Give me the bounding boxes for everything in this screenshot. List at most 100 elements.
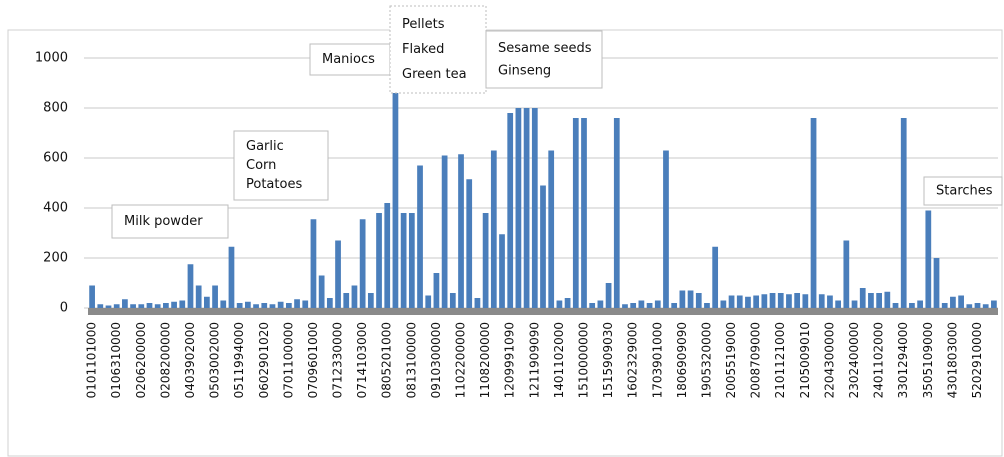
bar [326, 298, 333, 308]
bar [335, 240, 341, 308]
bar [950, 296, 956, 308]
annotation-box [389, 5, 487, 94]
bar [884, 291, 891, 308]
x-tick-label: 0701100000 [281, 322, 295, 398]
bar [310, 219, 317, 308]
bar [171, 301, 177, 308]
annotation-box [923, 176, 1003, 206]
bar [556, 300, 563, 308]
bar [958, 295, 964, 308]
bar [187, 264, 194, 308]
x-tick-label: 5202910000 [970, 322, 984, 398]
bar [966, 304, 973, 308]
annotation-text: Sesame seeds [498, 41, 592, 56]
bar [138, 304, 145, 308]
bar [777, 293, 784, 308]
annotation: Starches [923, 176, 1003, 206]
bar [540, 185, 546, 308]
bar [154, 304, 161, 308]
annotation-box [485, 30, 603, 89]
annotation: Sesame seeds Ginseng [485, 30, 603, 89]
bar [892, 303, 899, 308]
bar [433, 273, 440, 308]
bar [294, 299, 300, 308]
bar [982, 304, 989, 308]
bar [343, 293, 350, 308]
annotation-box [309, 43, 391, 76]
annotation: Maniocs [309, 43, 391, 76]
x-tick-label: 4301803000 [945, 322, 959, 398]
bar [482, 213, 489, 308]
bar [818, 294, 825, 308]
bar [679, 290, 686, 308]
bar [605, 283, 612, 308]
bar [318, 275, 325, 308]
x-tick-label: 1703901000 [650, 322, 664, 398]
y-tick-label: 0 [60, 301, 68, 316]
annotation-text: Potatoes [246, 177, 302, 192]
bar [736, 295, 743, 308]
bar [425, 295, 432, 308]
bar [441, 155, 448, 308]
x-tick-label: 1102200000 [454, 322, 468, 398]
x-tick-label: 3505109000 [921, 322, 935, 398]
bar [654, 300, 661, 308]
bar [253, 304, 259, 308]
bar [843, 240, 850, 308]
x-tick-label: 1806909090 [675, 322, 689, 398]
bar [859, 288, 866, 308]
annotation-text: Pellets [402, 17, 445, 32]
bar [466, 179, 473, 308]
chart-border [7, 29, 1003, 457]
bar [146, 303, 153, 308]
x-tick-label: 1401102000 [552, 322, 566, 398]
bar [876, 293, 882, 308]
x-tick-label: 2204300000 [822, 322, 836, 398]
x-tick-label: 1211909090 [527, 322, 541, 398]
bar [564, 298, 571, 308]
x-tick-label: 0709601000 [306, 322, 320, 398]
bar [991, 300, 997, 308]
y-tick-label: 200 [43, 251, 68, 266]
bar [531, 108, 538, 308]
annotation: Garlic Corn Potatoes [233, 130, 329, 201]
bar [523, 108, 530, 308]
x-tick-label: 2005519000 [724, 322, 738, 398]
x-tick-label: 1515909030 [601, 322, 615, 398]
bar [761, 294, 768, 308]
bar [933, 258, 940, 308]
bar [572, 118, 579, 308]
bar [244, 301, 251, 308]
bar [195, 285, 202, 308]
bar [753, 295, 760, 308]
bar [105, 305, 112, 308]
bar [384, 203, 391, 308]
x-tick-label: 0511994000 [232, 322, 246, 398]
bar [769, 293, 776, 308]
bar [638, 300, 645, 308]
bar [400, 213, 407, 308]
y-tick-label: 800 [43, 101, 68, 116]
bar [974, 303, 981, 308]
x-tick-label: 0714103000 [355, 322, 369, 398]
bar [130, 304, 136, 308]
bar [925, 210, 932, 308]
bar [490, 150, 497, 308]
x-tick-label: 0101101000 [85, 322, 99, 398]
x-tick-label: 0403902000 [183, 322, 197, 398]
bar [392, 85, 399, 308]
annotation-text: Starches [936, 184, 993, 199]
annotation-text: Flaked [402, 42, 444, 57]
bar [474, 298, 481, 308]
x-tick-label: 0503002000 [208, 322, 222, 398]
bar [597, 300, 604, 308]
bar [909, 303, 915, 308]
annotation-text: Milk powder [124, 214, 203, 229]
bar [269, 304, 276, 308]
annotation-box [111, 204, 229, 239]
x-tick-label: 3301294000 [896, 322, 910, 398]
bar [589, 303, 596, 308]
annotation-text: Corn [246, 158, 276, 173]
x-tick-label: 0712330000 [331, 322, 345, 398]
bar [827, 295, 833, 308]
